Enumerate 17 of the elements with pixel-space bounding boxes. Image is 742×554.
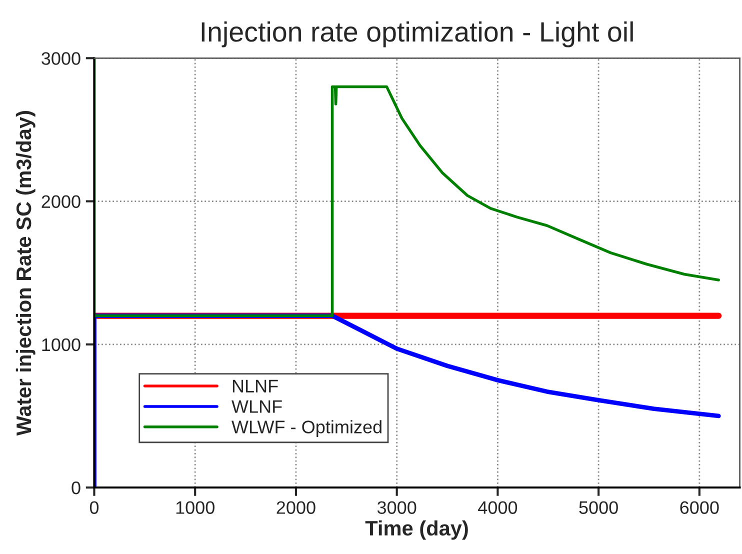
legend-label: WLWF - Optimized	[232, 420, 382, 437]
x-tick-label: 4000	[478, 501, 518, 514]
y-tick-label: 0	[72, 481, 80, 494]
y-tick-label: 2000	[42, 195, 80, 208]
x-axis-title: Time (day)	[365, 520, 468, 540]
x-tick-label: 0	[90, 501, 99, 514]
legend-label: NLNF	[232, 380, 278, 392]
y-axis-title: Water injection Rate SC (m3/day)	[16, 111, 36, 436]
legend-label: WLNF	[232, 400, 282, 413]
x-tick-label: 3000	[377, 501, 416, 514]
y-tick-label: 3000	[42, 52, 80, 65]
x-tick-label: 2000	[276, 501, 316, 514]
x-tick-label: 6000	[680, 501, 719, 514]
y-tick-label: 1000	[42, 338, 80, 352]
x-tick-label: 5000	[579, 501, 618, 514]
x-tick-label: 1000	[176, 501, 214, 514]
chart-title: Injection rate optimization - Light oil	[202, 21, 633, 48]
